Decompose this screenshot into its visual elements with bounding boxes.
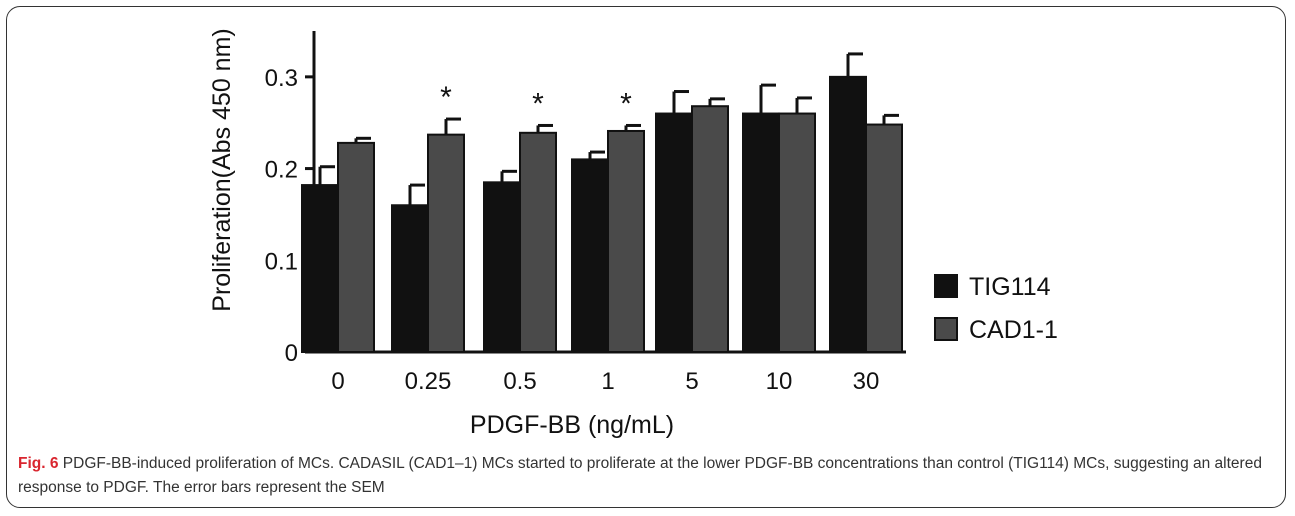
bar-tig114 <box>829 75 867 353</box>
bar-tig114 <box>742 112 780 353</box>
x-tick-label: 0.5 <box>503 368 536 395</box>
legend-label: TIG114 <box>969 273 1051 301</box>
legend-swatch-tig114 <box>934 274 958 298</box>
bar-cad1-1 <box>778 112 816 353</box>
x-tick-label: 5 <box>685 368 698 395</box>
bar-tig114 <box>301 184 339 353</box>
significance-marker: * <box>620 87 632 120</box>
x-tick-label: 10 <box>766 368 793 395</box>
x-tick-label: 0.25 <box>405 368 452 395</box>
y-tick-label: 0 <box>285 340 298 367</box>
bar-chart: 0 0.1 0.2 0.3 Proliferation(Abs 450 nm) 0 0.25… <box>208 28 1058 439</box>
bar-cad1-1 <box>691 105 729 353</box>
bar-tig114 <box>655 112 693 353</box>
x-axis-label: PDGF-BB (ng/mL) <box>470 411 674 439</box>
bar-cad1-1 <box>519 131 557 353</box>
legend-label: CAD1-1 <box>969 316 1058 344</box>
figure-caption: Fig. 6 PDGF-BB-induced proliferation of … <box>18 452 1268 500</box>
legend-swatch-cad1-1 <box>934 317 958 341</box>
bar-cad1-1 <box>427 133 465 353</box>
significance-marker: * <box>532 87 544 120</box>
x-tick-label: 30 <box>853 368 880 395</box>
significance-marker: * <box>440 81 452 114</box>
y-tick-label: 0.3 <box>265 65 298 92</box>
y-tick-label: 0.1 <box>265 248 298 275</box>
y-tick-label: 0.2 <box>265 157 298 184</box>
figure-label: Fig. 6 <box>18 455 59 472</box>
figure-frame <box>6 6 1286 508</box>
bar-cad1-1 <box>607 129 645 353</box>
bar-tig114 <box>391 204 429 353</box>
bar-tig114 <box>483 181 521 353</box>
bar-cad1-1 <box>337 141 375 353</box>
caption-text: PDGF-BB-induced proliferation of MCs. CA… <box>18 455 1262 496</box>
x-tick-label: 0 <box>331 368 344 395</box>
bar-cad1-1 <box>865 123 903 353</box>
x-tick-label: 1 <box>601 368 614 395</box>
y-axis-label: Proliferation(Abs 450 nm) <box>208 28 236 311</box>
bar-tig114 <box>571 158 609 353</box>
